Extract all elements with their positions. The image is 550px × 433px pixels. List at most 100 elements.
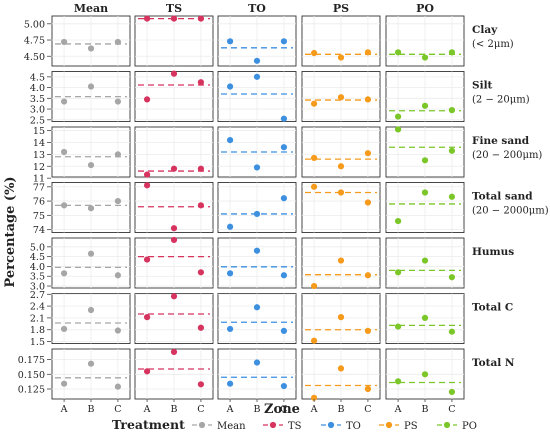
data-point: [170, 165, 178, 172]
data-point: [226, 223, 234, 230]
column-strip-label: TS: [166, 2, 182, 15]
x-tick-label: C: [114, 404, 121, 415]
data-point: [114, 327, 122, 334]
x-tick-label: A: [394, 404, 402, 415]
data-point: [448, 147, 456, 154]
y-tick-label: 0.150: [18, 370, 45, 381]
column-strip-label: Mean: [74, 2, 108, 15]
data-point: [114, 197, 122, 205]
y-tick-label: 13: [33, 150, 45, 161]
x-tick-label: B: [422, 404, 429, 415]
data-point: [60, 270, 68, 277]
data-point: [280, 115, 288, 122]
legend-swatch-point: [385, 421, 393, 429]
data-point: [114, 272, 122, 279]
data-point: [87, 161, 95, 169]
data-point: [337, 54, 345, 61]
y-tick-label: 4.50: [24, 52, 45, 63]
legend-swatch-point: [269, 421, 277, 429]
data-point: [448, 193, 456, 200]
y-tick-label: 1.8: [30, 325, 45, 336]
data-point: [87, 360, 95, 367]
data-point: [280, 272, 288, 279]
row-strip-sublabel: (20 − 200μm): [472, 150, 542, 161]
data-point: [226, 38, 234, 45]
data-point: [448, 388, 456, 396]
x-tick-label: A: [60, 404, 68, 415]
y-tick-label: 4.5: [30, 72, 45, 83]
data-point: [226, 380, 234, 387]
row-strip-sublabel: (< 2μm): [472, 39, 514, 50]
data-point: [143, 368, 151, 375]
data-point: [253, 210, 261, 218]
row-strip-label: Silt: [472, 80, 493, 92]
data-point: [197, 79, 205, 86]
data-point: [197, 202, 205, 209]
data-point: [253, 164, 261, 171]
data-point: [394, 323, 402, 330]
data-point: [448, 107, 456, 114]
y-tick-label: 4.5: [30, 252, 45, 263]
x-tick-label: B: [338, 404, 345, 415]
data-point: [364, 199, 372, 206]
legend-entry: PS: [404, 421, 418, 432]
y-tick-label: 5.00: [24, 19, 45, 30]
y-tick-label: 0.125: [18, 385, 45, 396]
data-point: [143, 15, 151, 22]
data-point: [143, 182, 151, 189]
axes: Percentage (%) Zone: [3, 176, 300, 417]
data-point: [87, 205, 95, 212]
data-point: [197, 15, 205, 22]
data-point: [253, 57, 261, 64]
data-point: [114, 151, 122, 158]
legend-entry: TO: [346, 421, 361, 432]
data-point: [87, 306, 95, 314]
y-tick-label: 2.7: [30, 290, 45, 301]
row-strip-label: Total sand: [472, 191, 533, 203]
panel-grid: Mean TS TO PS PO4.504.755.00 Clay(< 2μm)2.53.…: [18, 2, 549, 415]
legend-swatch-point: [327, 421, 335, 429]
data-point: [87, 250, 95, 257]
data-point: [364, 327, 372, 335]
data-point: [421, 314, 429, 322]
data-point: [448, 274, 456, 281]
y-tick-label: 2.4: [30, 302, 45, 313]
x-tick-label: B: [88, 404, 95, 415]
x-axis-label: Zone: [264, 402, 300, 417]
data-point: [60, 38, 68, 46]
y-tick-label: 12: [33, 162, 45, 173]
data-point: [280, 195, 288, 202]
data-point: [114, 98, 122, 105]
y-tick-label: 76: [33, 197, 45, 208]
data-point: [364, 49, 372, 56]
data-point: [310, 100, 318, 107]
data-point: [394, 126, 402, 133]
data-point: [226, 83, 234, 90]
data-point: [170, 348, 178, 356]
row-strip-label: Total N: [472, 357, 515, 369]
data-point: [60, 325, 68, 333]
row-strip-label: Total C: [472, 302, 513, 314]
data-point: [226, 136, 234, 144]
data-point: [421, 371, 429, 378]
legend-entry: Mean: [217, 421, 246, 432]
data-point: [337, 94, 345, 101]
x-tick-label: C: [364, 404, 371, 415]
row-strip-label: Clay: [472, 24, 498, 36]
data-point: [170, 225, 178, 232]
data-point: [394, 378, 402, 385]
y-tick-label: 3.0: [30, 105, 45, 116]
legend-swatch-point: [198, 421, 206, 429]
data-point: [143, 96, 151, 103]
data-point: [170, 293, 178, 300]
data-point: [394, 113, 402, 120]
y-tick-label: 5.0: [30, 242, 45, 253]
data-point: [394, 217, 402, 225]
data-point: [280, 144, 288, 151]
y-tick-label: 1.5: [30, 337, 45, 348]
y-tick-label: 77: [33, 182, 45, 193]
data-point: [280, 327, 288, 335]
y-tick-label: 14: [33, 138, 45, 149]
data-point: [421, 189, 429, 196]
